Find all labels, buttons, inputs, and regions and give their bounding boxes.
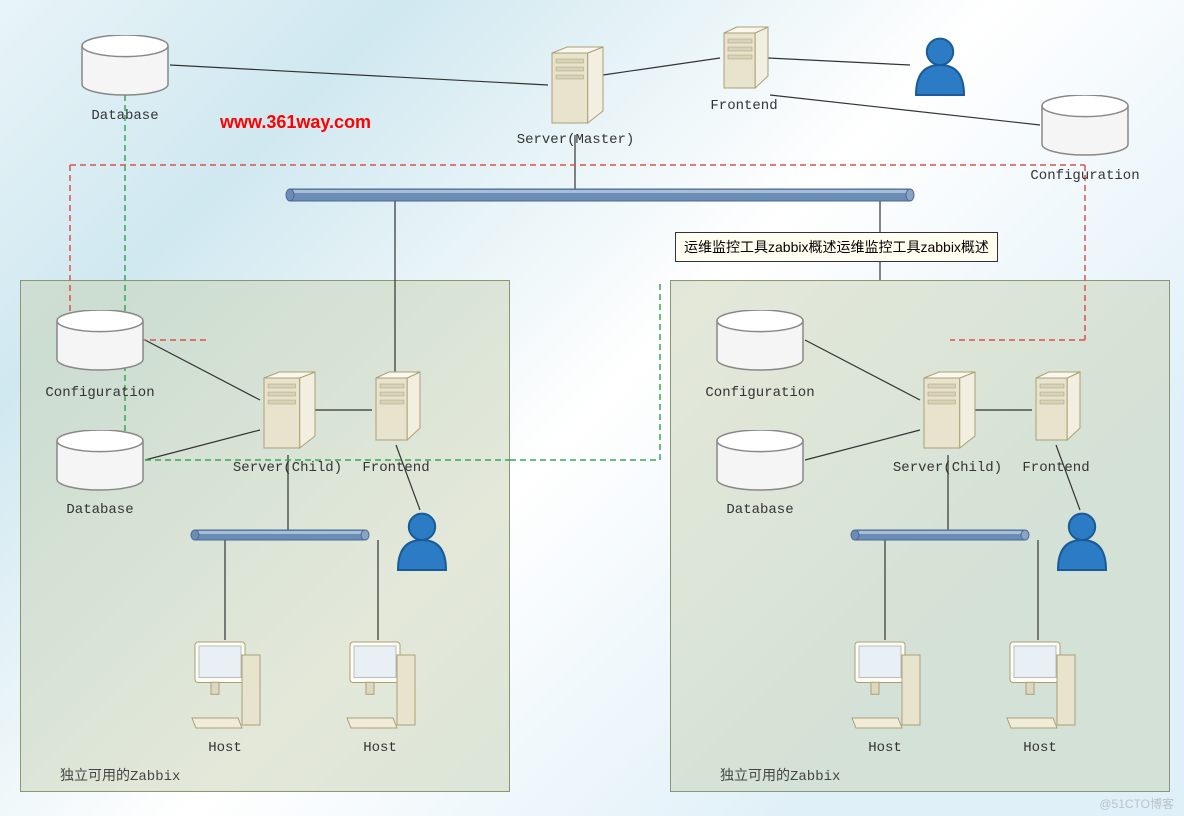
zone-right-label: 独立可用的Zabbix: [720, 765, 840, 785]
frontend-top-label: Frontend: [684, 98, 804, 114]
frontend-l-label: Frontend: [336, 460, 456, 476]
user-top-icon: [910, 35, 970, 105]
host-r2-icon: [1005, 640, 1085, 740]
user-r-icon: [1052, 510, 1112, 580]
blog-watermark: @51CTO博客: [1099, 795, 1174, 812]
host-r2-label: Host: [980, 740, 1100, 756]
frontend-r-icon: [1032, 370, 1100, 462]
host-r1-label: Host: [825, 740, 945, 756]
host-l2-icon: [345, 640, 425, 740]
config-l-icon: [55, 310, 145, 390]
config-l-label: Configuration: [40, 385, 160, 401]
host-l1-icon: [190, 640, 270, 740]
zone-left-label: 独立可用的Zabbix: [60, 765, 180, 785]
db-r-icon: [715, 430, 805, 510]
db-l-icon: [55, 430, 145, 510]
db-top-icon: [80, 35, 170, 115]
config-top-label: Configuration: [1025, 168, 1145, 184]
config-top-icon: [1040, 95, 1130, 175]
db-l-label: Database: [40, 502, 160, 518]
server-child-r-label: Server(Child): [888, 460, 1008, 476]
config-r-label: Configuration: [700, 385, 820, 401]
server-master-icon: [548, 45, 623, 145]
host-l2-label: Host: [320, 740, 440, 756]
user-l-icon: [392, 510, 452, 580]
db-top-label: Database: [65, 108, 185, 124]
host-r1-icon: [850, 640, 930, 740]
host-l1-label: Host: [165, 740, 285, 756]
server-child-l-label: Server(Child): [228, 460, 348, 476]
source-watermark: www.361way.com: [220, 112, 371, 133]
tooltip-box: 运维监控工具zabbix概述运维监控工具zabbix概述: [675, 232, 998, 262]
server-master-label: Server(Master): [516, 132, 636, 148]
frontend-l-icon: [372, 370, 440, 462]
server-child-r-icon: [920, 370, 995, 470]
frontend-r-label: Frontend: [996, 460, 1116, 476]
diagram-canvas: Database Server(Master) Frontend Configurat…: [0, 0, 1184, 816]
server-child-l-icon: [260, 370, 335, 470]
config-r-icon: [715, 310, 805, 390]
db-r-label: Database: [700, 502, 820, 518]
